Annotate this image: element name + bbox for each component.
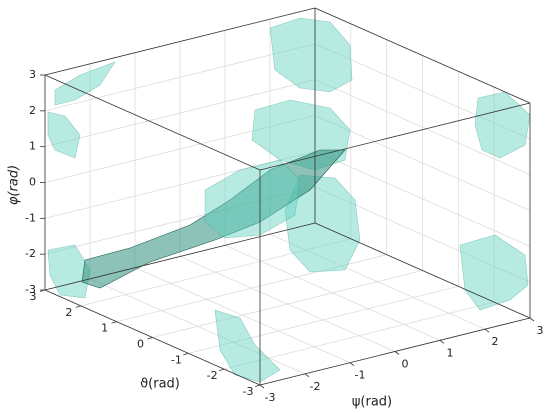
x-tick-label: 1 — [101, 322, 108, 335]
isosurfaces — [47, 17, 531, 383]
tick-mark — [439, 340, 445, 344]
isosurface — [284, 174, 361, 273]
y-tick-label: -3 — [265, 391, 276, 404]
x-tick-label: -3 — [243, 385, 254, 398]
grid-line — [314, 150, 531, 247]
grid-line — [44, 115, 316, 183]
z-tick-label: -2 — [25, 247, 36, 260]
grid-line — [89, 278, 306, 375]
tick-mark — [183, 352, 189, 356]
x-axis-label: ϑ(rad) — [140, 377, 180, 392]
y-tick-label: 2 — [492, 335, 499, 348]
isosurface — [474, 91, 531, 159]
z-tick-label: -3 — [25, 283, 36, 296]
grid-line — [224, 244, 441, 341]
tick-mark — [219, 368, 225, 372]
grid-line — [179, 256, 396, 352]
x-tick-label: -1 — [171, 353, 182, 366]
z-tick-label: 2 — [29, 104, 36, 117]
y-tick-label: -1 — [355, 369, 366, 382]
grid-line — [269, 233, 486, 330]
y-tick-label: 1 — [447, 346, 454, 359]
tick-mark — [259, 384, 265, 389]
isosurface — [54, 61, 116, 106]
tick-mark — [111, 321, 117, 324]
isosurface — [214, 309, 281, 383]
isosurface — [81, 149, 346, 289]
x-tick-label: 3 — [30, 290, 37, 303]
isosurface — [47, 244, 91, 299]
box-edge — [44, 74, 261, 171]
box-edge — [314, 7, 531, 104]
isosurface — [459, 234, 529, 311]
isosurface — [47, 111, 81, 159]
tick-mark — [394, 351, 400, 355]
x-tick-label: 0 — [137, 338, 144, 351]
tick-mark — [484, 328, 490, 333]
z-tick-label: 3 — [29, 68, 36, 81]
tick-mark — [75, 305, 81, 308]
grid-line — [44, 43, 316, 112]
z-axis-label: φ(rad) — [7, 165, 22, 205]
tick-mark — [349, 362, 355, 366]
grid-line — [44, 79, 316, 148]
tick-mark — [529, 317, 535, 322]
grid-line — [134, 267, 351, 364]
y-tick-label: -2 — [310, 380, 321, 393]
tick-mark — [147, 337, 153, 340]
grid-line — [314, 79, 531, 176]
y-tick-label: 0 — [402, 358, 409, 371]
isosurface — [204, 159, 301, 239]
z-tick-label: 0 — [29, 176, 36, 189]
grid-line — [314, 115, 531, 211]
z-tick-label: 1 — [29, 140, 36, 153]
y-tick-label: 3 — [537, 324, 544, 337]
tick-mark — [304, 373, 310, 378]
x-tick-label: 2 — [65, 306, 72, 319]
box-edge — [259, 102, 531, 171]
isosurface — [269, 17, 353, 93]
y-axis-label: ψ(rad) — [352, 395, 392, 410]
box-edge — [44, 7, 316, 76]
x-tick-label: -2 — [207, 369, 218, 382]
box-edge — [44, 222, 316, 291]
z-tick-label: -1 — [25, 211, 36, 224]
grid-line — [314, 186, 531, 283]
box-edge — [314, 222, 531, 319]
tick-mark — [254, 384, 261, 387]
